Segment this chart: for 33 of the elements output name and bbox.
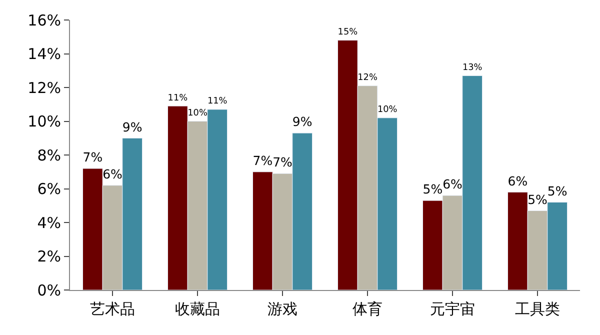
data-label: 10% [188,108,208,119]
data-label: 9% [292,114,312,130]
data-label: 12% [358,73,378,84]
data-label: 7% [272,154,293,170]
data-label: 7% [82,150,103,165]
data-label: 13% [462,62,482,73]
x-tick-label: 游戏 [268,300,298,318]
data-label: 5% [422,182,443,197]
data-label: 6% [508,173,528,188]
data-label: 5% [547,183,568,198]
y-tick-label: 4% [37,214,61,232]
y-tick-label: 16% [28,11,61,30]
x-tick-label: 艺术品 [90,300,135,318]
x-tick-label: 元宇宙 [430,300,475,318]
data-label: 10% [377,105,398,116]
y-tick-label: 2% [37,248,61,266]
x-tick-label: 收藏品 [175,300,220,318]
y-tick-label: 8% [37,146,61,164]
x-tick-label: 工具类 [515,300,560,318]
y-tick-label: 0% [37,281,61,300]
data-label: 6% [442,176,463,192]
data-label: 11% [207,96,228,107]
data-label: 6% [102,166,123,182]
y-tick-label: 12% [28,78,61,97]
y-tick-label: 6% [37,180,61,198]
data-label: 9% [122,119,142,134]
x-tick-label: 体育 [352,300,382,318]
y-tick-label: 10% [28,112,61,130]
data-label: 5% [528,192,548,207]
data-label: 7% [252,153,273,168]
data-label: 15% [338,28,358,38]
y-tick-label: 14% [28,45,61,63]
data-label: 11% [168,93,188,104]
